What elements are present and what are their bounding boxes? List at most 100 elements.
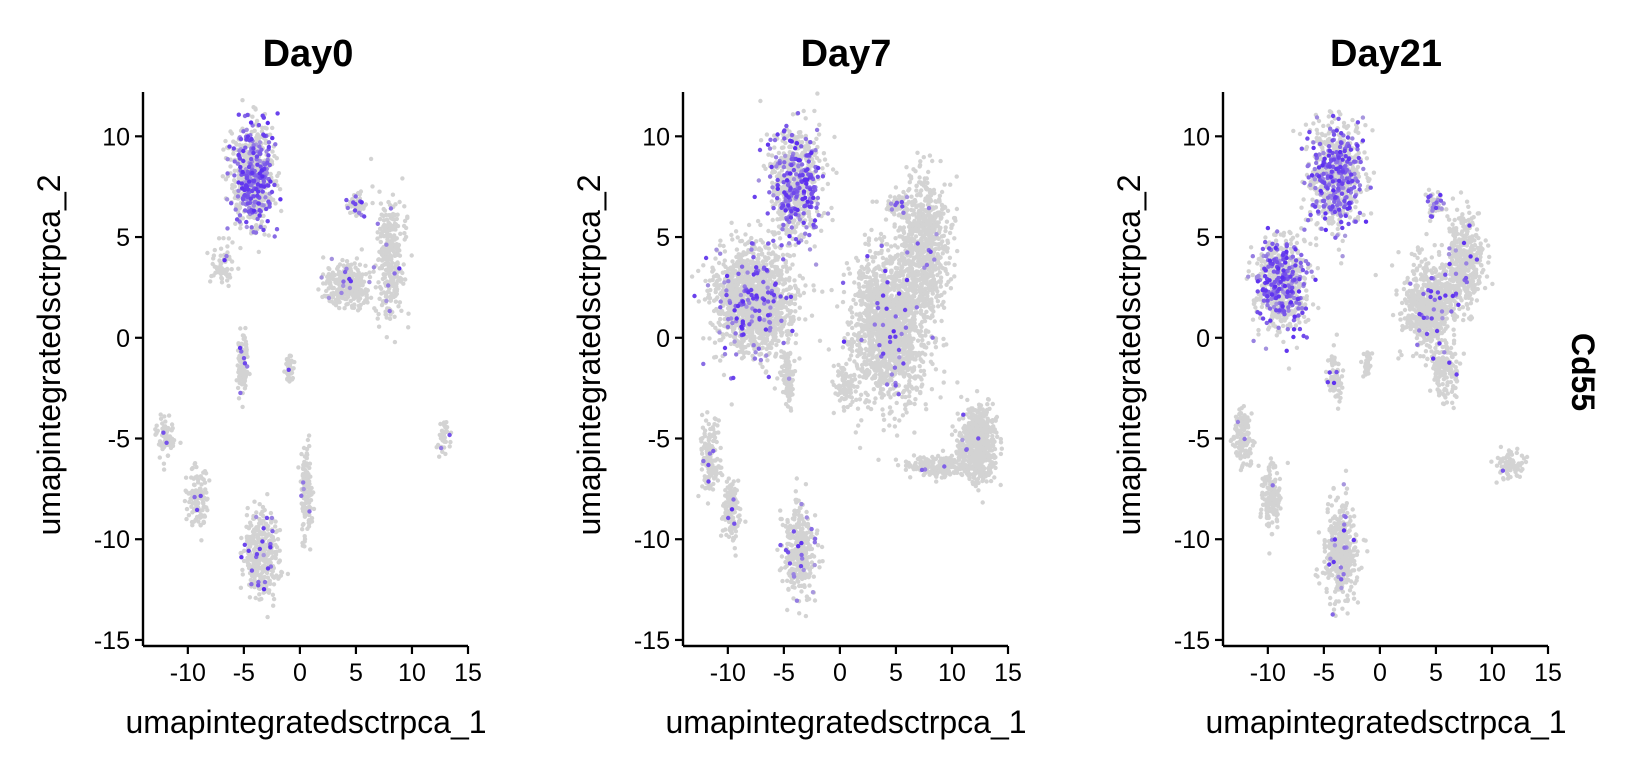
cell-point (348, 298, 353, 304)
cell-point-expressing (242, 192, 247, 198)
cell-point-expressing (266, 153, 271, 158)
cell-point (793, 286, 799, 291)
cell-point (713, 354, 719, 360)
cell-point (274, 549, 279, 555)
cell-point (780, 330, 785, 336)
cell-point (245, 557, 250, 562)
cell-point (794, 332, 799, 337)
cell-point (363, 287, 368, 292)
cell-point (701, 263, 706, 268)
cell-point (873, 250, 878, 256)
cell-point (792, 369, 798, 374)
cell-point (389, 244, 394, 249)
cell-point-expressing (268, 545, 273, 550)
cell-point-expressing (260, 189, 265, 194)
cell-point (218, 260, 223, 265)
cell-point (199, 538, 204, 543)
cell-point (373, 285, 378, 290)
cell-point (379, 302, 385, 308)
cell-point-expressing (161, 430, 166, 435)
cell-point (381, 218, 387, 223)
cell-point (353, 289, 359, 294)
cell-point (710, 265, 715, 270)
cell-point (770, 250, 776, 255)
cell-point (793, 309, 798, 314)
cell-point (225, 278, 230, 283)
cell-point (379, 291, 384, 296)
cell-point-expressing (237, 345, 243, 351)
cell-point (353, 265, 358, 270)
cell-point (252, 499, 257, 504)
cell-point (766, 228, 771, 234)
cell-point (216, 266, 221, 272)
cell-point (376, 324, 382, 329)
cell-point (830, 217, 835, 223)
cell-point (236, 341, 241, 346)
cell-point (299, 451, 304, 457)
cell-point (308, 547, 313, 552)
cell-point (712, 340, 718, 345)
cell-point (900, 390, 906, 395)
cell-point (405, 214, 410, 219)
cell-point (819, 228, 824, 233)
cell-point (200, 499, 206, 505)
cell-point-expressing (250, 188, 255, 194)
cell-point (809, 313, 815, 318)
cell-point-expressing (266, 199, 271, 204)
cell-point-expressing (238, 136, 244, 142)
cell-point (236, 176, 241, 181)
cell-point (279, 208, 284, 214)
cell-point (816, 132, 822, 137)
cell-point (783, 277, 788, 282)
cell-point (390, 192, 396, 197)
y-tick-label: -15 (94, 627, 130, 655)
cell-point (378, 239, 383, 245)
cell-point (772, 275, 777, 280)
cell-point (752, 302, 757, 307)
cell-point (721, 372, 727, 378)
cell-point (370, 200, 375, 206)
points-day0 (153, 98, 454, 620)
cell-point (719, 293, 725, 298)
cell-point-expressing (225, 157, 230, 162)
cell-point (786, 370, 791, 375)
cell-point (394, 281, 399, 286)
cell-point (745, 240, 750, 246)
cell-point (229, 131, 235, 136)
cell-point (238, 377, 243, 382)
cell-point (170, 440, 176, 446)
cell-point (235, 385, 241, 391)
cell-point (387, 267, 392, 272)
cell-point-expressing (236, 188, 241, 193)
cell-point (789, 229, 794, 234)
cell-point (857, 374, 862, 379)
cell-point (333, 303, 339, 308)
x-ticks-day0: -10 -5 0 5 10 15 (170, 646, 482, 687)
cell-point-expressing (250, 170, 255, 176)
cell-point (719, 310, 724, 315)
cell-point-expressing (245, 201, 250, 206)
cell-point (204, 497, 209, 502)
cell-point (192, 461, 197, 467)
cell-point (186, 491, 191, 496)
cell-point (285, 377, 290, 382)
cell-point (392, 314, 397, 319)
cell-point (442, 439, 447, 444)
cell-point (345, 262, 351, 268)
cell-point (255, 226, 260, 232)
cell-point (380, 248, 385, 253)
cell-point (859, 418, 864, 423)
cell-point-expressing (319, 275, 324, 280)
cell-point (779, 364, 785, 370)
cell-point (282, 369, 287, 374)
cell-point (780, 302, 785, 307)
x-tick-label: -5 (233, 659, 255, 687)
cell-point (718, 238, 723, 243)
cell-point (808, 217, 814, 223)
cell-point (386, 234, 391, 239)
cell-point (202, 469, 208, 474)
cell-point (803, 116, 808, 121)
cell-point-expressing (259, 168, 264, 173)
cell-point (268, 510, 274, 516)
cell-point (761, 273, 766, 278)
